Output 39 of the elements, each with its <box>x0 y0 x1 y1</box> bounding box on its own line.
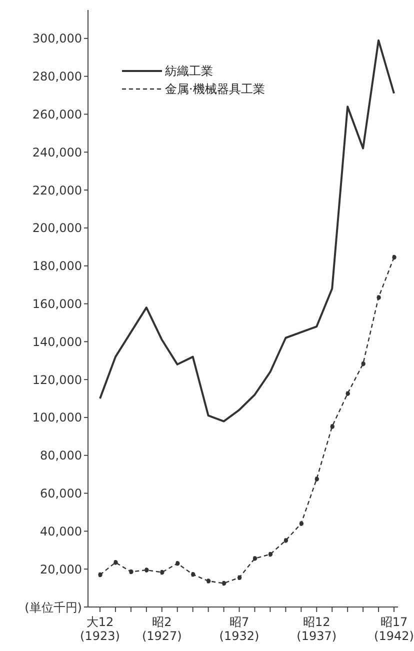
y-tick-label: 220,000 <box>32 183 82 198</box>
y-tick-label: 180,000 <box>32 259 82 274</box>
point <box>376 295 381 300</box>
x-tick-label: 大12 (1923) <box>80 615 120 643</box>
y-tick-label: 60,000 <box>40 486 82 501</box>
legend-label: 金属·機械器具工業 <box>165 80 265 98</box>
y-tick-label: 40,000 <box>40 524 82 538</box>
y-tick-label: 240,000 <box>32 145 82 160</box>
point <box>98 572 102 578</box>
y-tick-label: 140,000 <box>32 334 82 349</box>
x-tick-label: 昭17 (1942) <box>374 615 414 643</box>
point <box>345 391 350 396</box>
point <box>144 568 149 572</box>
point <box>392 254 396 260</box>
y-tick-label: 20,000 <box>40 562 82 576</box>
y-tick-label: (単位千円) <box>24 600 82 614</box>
point <box>268 552 273 557</box>
legend-label: 紡織工業 <box>165 62 213 80</box>
y-tick-label: 80,000 <box>40 448 82 463</box>
point <box>360 361 366 366</box>
y-tick-label: 280,000 <box>32 70 82 84</box>
y-tick-label: 120,000 <box>32 372 82 387</box>
x-tick-label: 昭12 (1937) <box>296 615 337 643</box>
point <box>128 569 134 574</box>
point <box>298 521 304 526</box>
y-tick-label: 100,000 <box>32 410 82 425</box>
point <box>283 538 288 543</box>
point <box>252 556 258 561</box>
line-series <box>99 39 395 422</box>
x-tick-label: 昭2 (1927) <box>142 615 182 643</box>
point <box>314 476 320 482</box>
x-tick-label: 昭7 (1932) <box>219 615 260 643</box>
y-tick-label: 200,000 <box>32 221 82 236</box>
point <box>330 424 335 429</box>
point <box>236 575 242 580</box>
y-tick-label: 160,000 <box>32 297 82 312</box>
y-tick-label: 300,000 <box>32 32 82 46</box>
y-tick-label: 260,000 <box>32 108 82 122</box>
point <box>113 560 118 565</box>
